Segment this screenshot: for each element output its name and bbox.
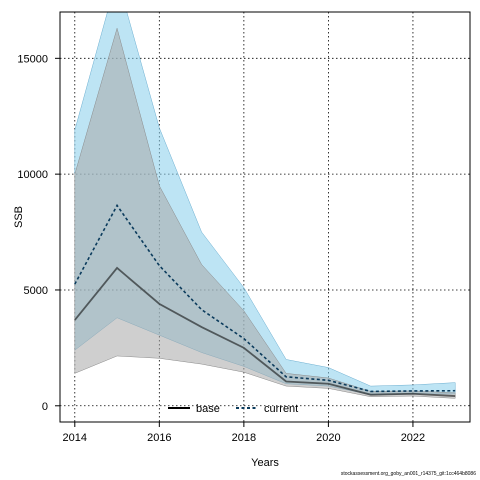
y-tick-label-10000: 10000	[17, 169, 48, 181]
legend: base current	[168, 403, 298, 415]
y-axis: 0 5000 10000 15000	[17, 53, 60, 413]
confidence-bands	[74, 12, 456, 399]
x-axis: 2014 2016 2018 2020 2022	[63, 422, 425, 444]
line-base	[74, 266, 456, 397]
y-tick-label-15000: 15000	[17, 53, 48, 65]
y-axis-title: SSB	[13, 206, 25, 228]
band-base	[74, 27, 456, 399]
x-tick-label-2022: 2022	[401, 432, 425, 444]
legend-label-current: current	[264, 403, 298, 415]
x-tick-label-2016: 2016	[147, 432, 171, 444]
x-tick-label-2014: 2014	[63, 432, 87, 444]
legend-label-base: base	[196, 403, 220, 415]
x-axis-title: Years	[251, 457, 279, 469]
plot-frame	[59, 11, 471, 423]
footer-attribution: stockassessment.org_goby_an001_r14375_gi…	[340, 471, 476, 477]
x-tick-label-2018: 2018	[232, 432, 256, 444]
y-tick-label-0: 0	[42, 401, 48, 413]
series-lines	[74, 203, 456, 397]
line-current	[74, 203, 456, 393]
x-tick-label-2020: 2020	[316, 432, 340, 444]
y-tick-label-5000: 5000	[24, 285, 48, 297]
